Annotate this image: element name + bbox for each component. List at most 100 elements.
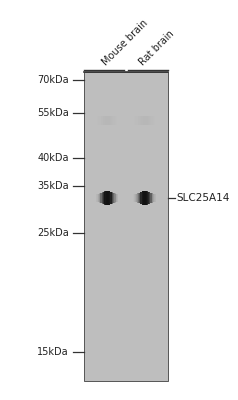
Text: 35kDa: 35kDa	[37, 181, 69, 191]
Bar	[136, 194, 137, 202]
Bar	[142, 116, 144, 125]
Bar	[151, 193, 152, 203]
Bar	[115, 194, 116, 202]
Bar	[154, 194, 155, 202]
Bar	[153, 116, 155, 125]
Bar	[151, 116, 153, 125]
Bar	[147, 192, 148, 204]
Bar	[143, 191, 144, 205]
Bar	[117, 194, 118, 202]
Text: 40kDa: 40kDa	[37, 153, 69, 163]
Bar	[112, 192, 113, 204]
Bar	[150, 116, 152, 125]
Bar	[102, 192, 103, 204]
Bar	[140, 192, 141, 204]
Bar	[145, 116, 147, 125]
Bar	[143, 191, 144, 205]
Bar	[103, 192, 104, 204]
Bar	[105, 191, 106, 205]
Bar	[138, 193, 139, 203]
Bar	[103, 116, 104, 125]
Bar	[141, 192, 142, 204]
Bar	[141, 116, 143, 125]
Bar	[154, 194, 155, 202]
Bar	[155, 194, 156, 202]
Text: Mouse brain: Mouse brain	[100, 18, 150, 68]
Bar	[145, 191, 146, 205]
Bar	[107, 191, 108, 205]
Bar	[113, 193, 114, 203]
Bar	[152, 193, 153, 203]
Bar	[105, 116, 107, 125]
Bar	[84, 72, 168, 381]
Bar	[99, 194, 100, 202]
Bar	[134, 194, 135, 202]
Bar	[97, 116, 99, 125]
Bar	[106, 191, 107, 205]
Bar	[145, 191, 146, 205]
Bar	[99, 194, 100, 202]
Bar	[146, 191, 147, 205]
Bar	[109, 191, 110, 205]
Bar	[155, 194, 156, 202]
Bar	[146, 116, 148, 125]
Bar	[139, 192, 140, 204]
Bar	[113, 116, 115, 125]
Bar	[115, 194, 116, 202]
Bar	[148, 116, 150, 125]
Bar	[151, 193, 152, 203]
Bar	[142, 191, 143, 205]
Bar	[99, 116, 100, 125]
Bar	[102, 116, 104, 125]
Bar	[135, 194, 136, 202]
Bar	[135, 116, 137, 125]
Bar	[111, 192, 112, 204]
Bar	[141, 192, 142, 204]
Bar	[97, 194, 98, 202]
Bar	[112, 192, 113, 204]
Bar	[101, 193, 102, 203]
Text: SLC25A14: SLC25A14	[177, 193, 230, 203]
Text: 15kDa: 15kDa	[37, 347, 69, 357]
Bar	[106, 191, 107, 205]
Bar	[107, 116, 109, 125]
Bar	[147, 116, 149, 125]
Bar	[149, 192, 150, 204]
Bar	[137, 193, 138, 203]
Bar	[146, 191, 147, 205]
Bar	[109, 116, 110, 125]
Bar	[98, 194, 99, 202]
Bar	[98, 194, 99, 202]
Bar	[101, 193, 102, 203]
Bar	[136, 116, 138, 125]
Bar	[114, 116, 116, 125]
Bar	[111, 192, 112, 204]
Bar	[96, 194, 97, 202]
Bar	[148, 192, 149, 204]
Bar	[144, 116, 146, 125]
Bar	[116, 194, 117, 202]
Bar	[152, 194, 153, 202]
Bar	[149, 192, 150, 204]
Text: 70kDa: 70kDa	[37, 76, 69, 86]
Bar	[118, 194, 119, 202]
Bar	[137, 116, 139, 125]
Bar	[148, 192, 149, 204]
Bar	[147, 192, 148, 204]
Bar	[108, 191, 109, 205]
Bar	[143, 116, 145, 125]
Bar	[105, 191, 106, 205]
Bar	[144, 191, 145, 205]
Bar	[113, 193, 114, 203]
Bar	[134, 116, 136, 125]
Bar	[104, 116, 106, 125]
Bar	[109, 191, 110, 205]
Bar	[115, 194, 116, 202]
Bar	[149, 116, 151, 125]
Bar	[152, 116, 154, 125]
Bar	[150, 193, 151, 203]
Bar	[142, 192, 143, 204]
Bar	[117, 194, 118, 202]
Bar	[102, 192, 103, 204]
Text: 25kDa: 25kDa	[37, 228, 69, 238]
